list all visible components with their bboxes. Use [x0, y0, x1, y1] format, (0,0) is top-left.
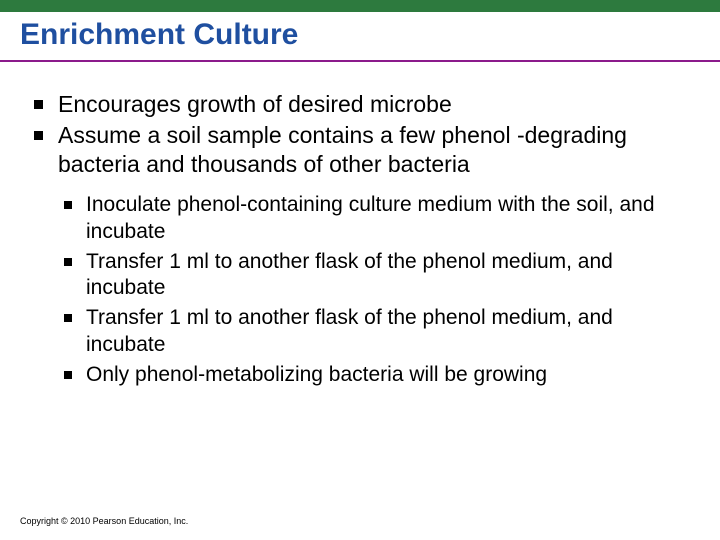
sub-bullet-item: Only phenol-metabolizing bacteria will b…	[60, 362, 690, 388]
content-area: Encourages growth of desired microbe Ass…	[0, 62, 720, 388]
sub-bullet-item: Transfer 1 ml to another flask of the ph…	[60, 249, 690, 302]
bullet-item: Assume a soil sample contains a few phen…	[30, 121, 690, 179]
title-section: Enrichment Culture	[0, 12, 720, 60]
sub-bullet-list: Inoculate phenol-containing culture medi…	[60, 192, 690, 388]
main-bullet-list: Encourages growth of desired microbe Ass…	[30, 90, 690, 178]
top-accent-bar	[0, 0, 720, 12]
bullet-item: Encourages growth of desired microbe	[30, 90, 690, 119]
sub-bullet-item: Transfer 1 ml to another flask of the ph…	[60, 305, 690, 358]
copyright-text: Copyright © 2010 Pearson Education, Inc.	[20, 516, 188, 526]
slide-title: Enrichment Culture	[20, 18, 700, 52]
sub-bullet-item: Inoculate phenol-containing culture medi…	[60, 192, 690, 245]
